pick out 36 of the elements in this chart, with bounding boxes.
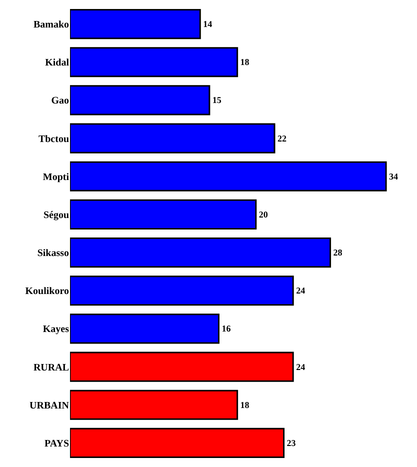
bar: [70, 238, 332, 268]
data-label: 24: [296, 362, 306, 372]
data-label: 18: [240, 400, 250, 410]
bar: [70, 123, 276, 154]
data-label: 15: [212, 95, 222, 106]
y-tick-label: Bamako: [33, 20, 69, 31]
y-tick-label: RURAL: [33, 362, 70, 374]
data-label: 34: [389, 171, 399, 182]
bar: [70, 85, 210, 116]
y-tick-label: Tbctou: [38, 134, 70, 145]
y-tick-label: Mopti: [42, 172, 70, 183]
data-label: 23: [286, 438, 296, 448]
data-label: 28: [333, 248, 343, 258]
data-label: 18: [240, 57, 250, 68]
data-label: 22: [278, 133, 287, 144]
bar: [70, 276, 294, 306]
bar: [70, 428, 285, 458]
bar: [70, 390, 238, 420]
bar: [70, 47, 238, 78]
bar: [70, 314, 220, 344]
y-tick-label: Gao: [51, 96, 69, 107]
data-label: 24: [296, 286, 306, 296]
data-label: 16: [222, 324, 232, 334]
y-tick-label: Kidal: [45, 58, 70, 69]
y-tick-label: Sikasso: [37, 248, 69, 260]
bar: [70, 9, 201, 40]
y-tick-label: Kayes: [42, 324, 70, 336]
y-tick-label: URBAIN: [30, 400, 70, 412]
bar: [70, 199, 257, 230]
bar: [70, 161, 387, 192]
y-tick-label: Ségou: [43, 210, 70, 221]
data-label: 14: [203, 19, 213, 30]
bar: [70, 352, 294, 382]
y-tick-label: PAYS: [44, 438, 70, 450]
data-label: 20: [258, 209, 268, 220]
y-tick-label: Koulikoro: [25, 286, 69, 298]
